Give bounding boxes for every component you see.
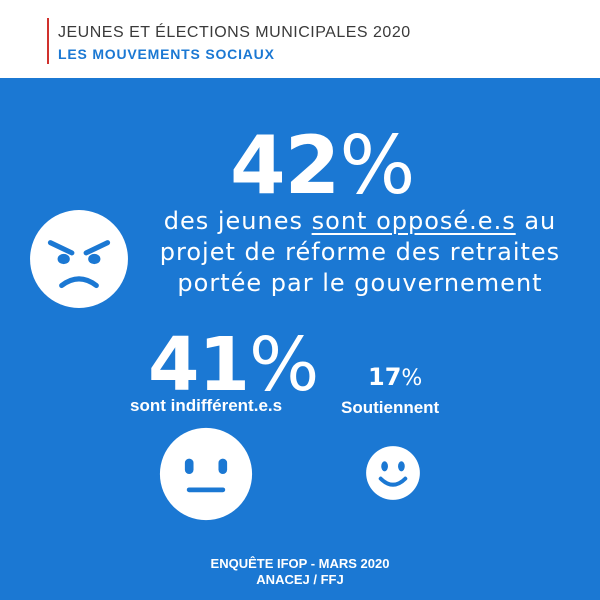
sentence-line-3: portée par le gouvernement xyxy=(177,269,543,297)
stat-indifferent-unit: % xyxy=(248,322,319,408)
stat-main-value: 42% xyxy=(230,126,415,206)
stat-main-number: 42 xyxy=(230,119,340,212)
stat-main-unit: % xyxy=(339,119,415,212)
header-subtitle: LES MOUVEMENTS SOCIAUX xyxy=(58,46,275,62)
sentence-part-2: au xyxy=(515,207,557,235)
stat-indifferent-number: 41 xyxy=(148,322,250,408)
footer-line-2: ANACEJ / FFJ xyxy=(256,572,344,587)
sentence-emphasis: sont opposé.e.s xyxy=(311,207,516,235)
stat-indifferent-label: sont indifférent.e.s xyxy=(130,396,283,415)
footer: ENQUÊTE IFOP - MARS 2020 ANACEJ / FFJ xyxy=(0,556,600,588)
accent-bar xyxy=(47,18,49,64)
stat-indifferent-value: 41% xyxy=(148,328,319,402)
sentence-part-1: des jeunes xyxy=(163,207,312,235)
main-panel: 42% des jeunes sont opposé.e.s au projet… xyxy=(0,78,600,600)
stat-main-sentence: des jeunes sont opposé.e.s au projet de … xyxy=(140,206,580,299)
angry-face-icon xyxy=(30,210,128,308)
stat-support-label: Soutiennent xyxy=(341,398,440,417)
stat-support-unit: % xyxy=(401,366,423,391)
header-title: JEUNES ET ÉLECTIONS MUNICIPALES 2020 xyxy=(58,24,411,41)
smile-face-icon xyxy=(366,446,420,500)
neutral-face-icon xyxy=(159,427,253,521)
header: JEUNES ET ÉLECTIONS MUNICIPALES 2020 LES… xyxy=(0,0,600,78)
stat-support-number: 17 xyxy=(368,363,402,391)
stat-support-value: 17% xyxy=(368,363,422,391)
sentence-line-2: projet de réforme des retraites xyxy=(159,238,561,266)
footer-line-1: ENQUÊTE IFOP - MARS 2020 xyxy=(210,556,390,571)
